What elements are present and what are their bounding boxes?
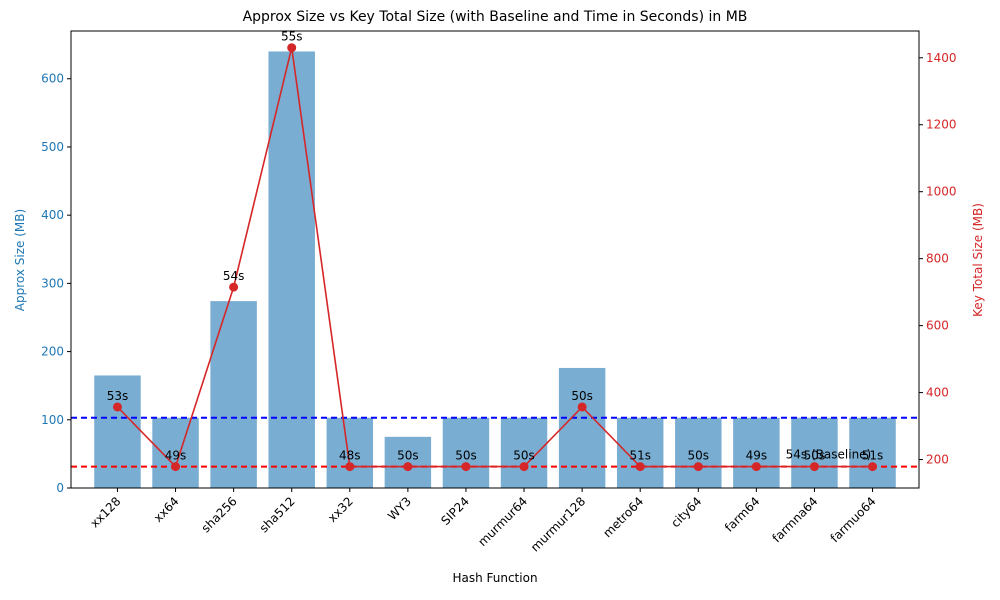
x-tick-label-farm64: farm64 <box>722 494 762 534</box>
x-tick-label-sha256: sha256 <box>199 494 240 535</box>
right-tick-label: 1400 <box>926 51 957 65</box>
baseline-annotation: 54s (Baseline) <box>786 448 872 462</box>
line-point-WY3 <box>403 462 413 472</box>
time-label-metro64: 51s <box>629 449 651 463</box>
x-tick-label-xx128: xx128 <box>87 494 123 530</box>
time-label-farmuo64: 51s <box>862 449 884 463</box>
right-tick-label: 1000 <box>926 185 957 199</box>
x-tick-label-metro64: metro64 <box>600 494 646 540</box>
time-label-farmna64: 50s <box>804 449 826 463</box>
plot-frame <box>70 30 920 489</box>
line-point-murmur64 <box>519 462 529 472</box>
right-tick-label: 400 <box>926 386 949 400</box>
time-label-xx64: 49s <box>165 449 187 463</box>
x-tick-label-farmuo64: farmuo64 <box>828 494 879 545</box>
right-tick-label: 200 <box>926 453 949 467</box>
x-axis-label: Hash Function <box>452 571 537 585</box>
bar-farmna64 <box>791 417 838 488</box>
left-tick-label: 300 <box>41 276 64 290</box>
left-tick-label: 200 <box>41 345 64 359</box>
chart-title: Approx Size vs Key Total Size (with Base… <box>243 9 748 25</box>
line-point-xx128 <box>112 402 122 412</box>
x-tick-label-sha512: sha512 <box>257 494 298 535</box>
line-point-murmur128 <box>577 402 587 412</box>
bar-murmur128 <box>558 367 606 488</box>
line-point-farmna64 <box>809 462 819 472</box>
bar-metro64 <box>616 417 664 488</box>
time-label-murmur128: 50s <box>571 389 593 403</box>
time-label-farm64: 49s <box>746 449 768 463</box>
line-point-xx64 <box>171 462 181 472</box>
x-tick-label-WY3: WY3 <box>385 494 414 523</box>
right-tick-label: 800 <box>926 252 949 266</box>
line-point-SIP24 <box>461 462 471 472</box>
right-y-axis-label: Key Total Size (MB) <box>971 203 985 317</box>
x-tick-label-xx32: xx32 <box>325 494 356 525</box>
time-label-sha256: 54s <box>223 269 245 283</box>
bar-sha512 <box>268 51 315 489</box>
key-total-line <box>116 47 873 469</box>
time-label-murmur64: 50s <box>513 449 535 463</box>
bar-xx32 <box>326 417 374 488</box>
time-label-xx32: 48s <box>339 449 361 463</box>
bar-xx128 <box>94 375 141 488</box>
left-tick-label: 400 <box>41 208 64 222</box>
line-point-xx32 <box>345 462 355 472</box>
bar-xx64 <box>152 417 199 488</box>
x-tick-label-city64: city64 <box>668 494 704 530</box>
line-point-farm64 <box>751 462 761 472</box>
left-tick-label: 100 <box>41 413 64 427</box>
bar-murmur64 <box>500 417 548 488</box>
time-label-WY3: 50s <box>397 449 419 463</box>
time-label-xx128: 53s <box>107 389 129 403</box>
right-tick-label: 1200 <box>926 118 957 132</box>
x-tick-label-farmna64: farmna64 <box>770 494 821 545</box>
line-point-sha256 <box>229 282 239 292</box>
bar-farm64 <box>733 417 780 488</box>
left-y-axis-label: Approx Size (MB) <box>13 209 27 311</box>
bar-sha256 <box>210 301 257 488</box>
bar-SIP24 <box>442 417 490 488</box>
x-tick-label-murmur64: murmur64 <box>475 494 530 549</box>
bar-farmuo64 <box>849 417 896 488</box>
time-label-city64: 50s <box>688 449 710 463</box>
line-point-city64 <box>693 462 703 472</box>
right-tick-label: 600 <box>926 319 949 333</box>
line-point-sha512 <box>287 43 297 53</box>
left-tick-label: 0 <box>56 481 64 495</box>
time-label-SIP24: 50s <box>455 449 477 463</box>
line-point-farmuo64 <box>868 462 878 472</box>
left-tick-label: 600 <box>41 72 64 86</box>
x-tick-label-xx64: xx64 <box>151 494 182 525</box>
left-tick-label: 500 <box>41 140 64 154</box>
time-label-sha512: 55s <box>281 30 303 44</box>
bar-city64 <box>675 417 722 488</box>
line-point-metro64 <box>635 462 645 472</box>
x-tick-label-SIP24: SIP24 <box>438 494 472 528</box>
x-tick-label-murmur128: murmur128 <box>528 494 588 554</box>
